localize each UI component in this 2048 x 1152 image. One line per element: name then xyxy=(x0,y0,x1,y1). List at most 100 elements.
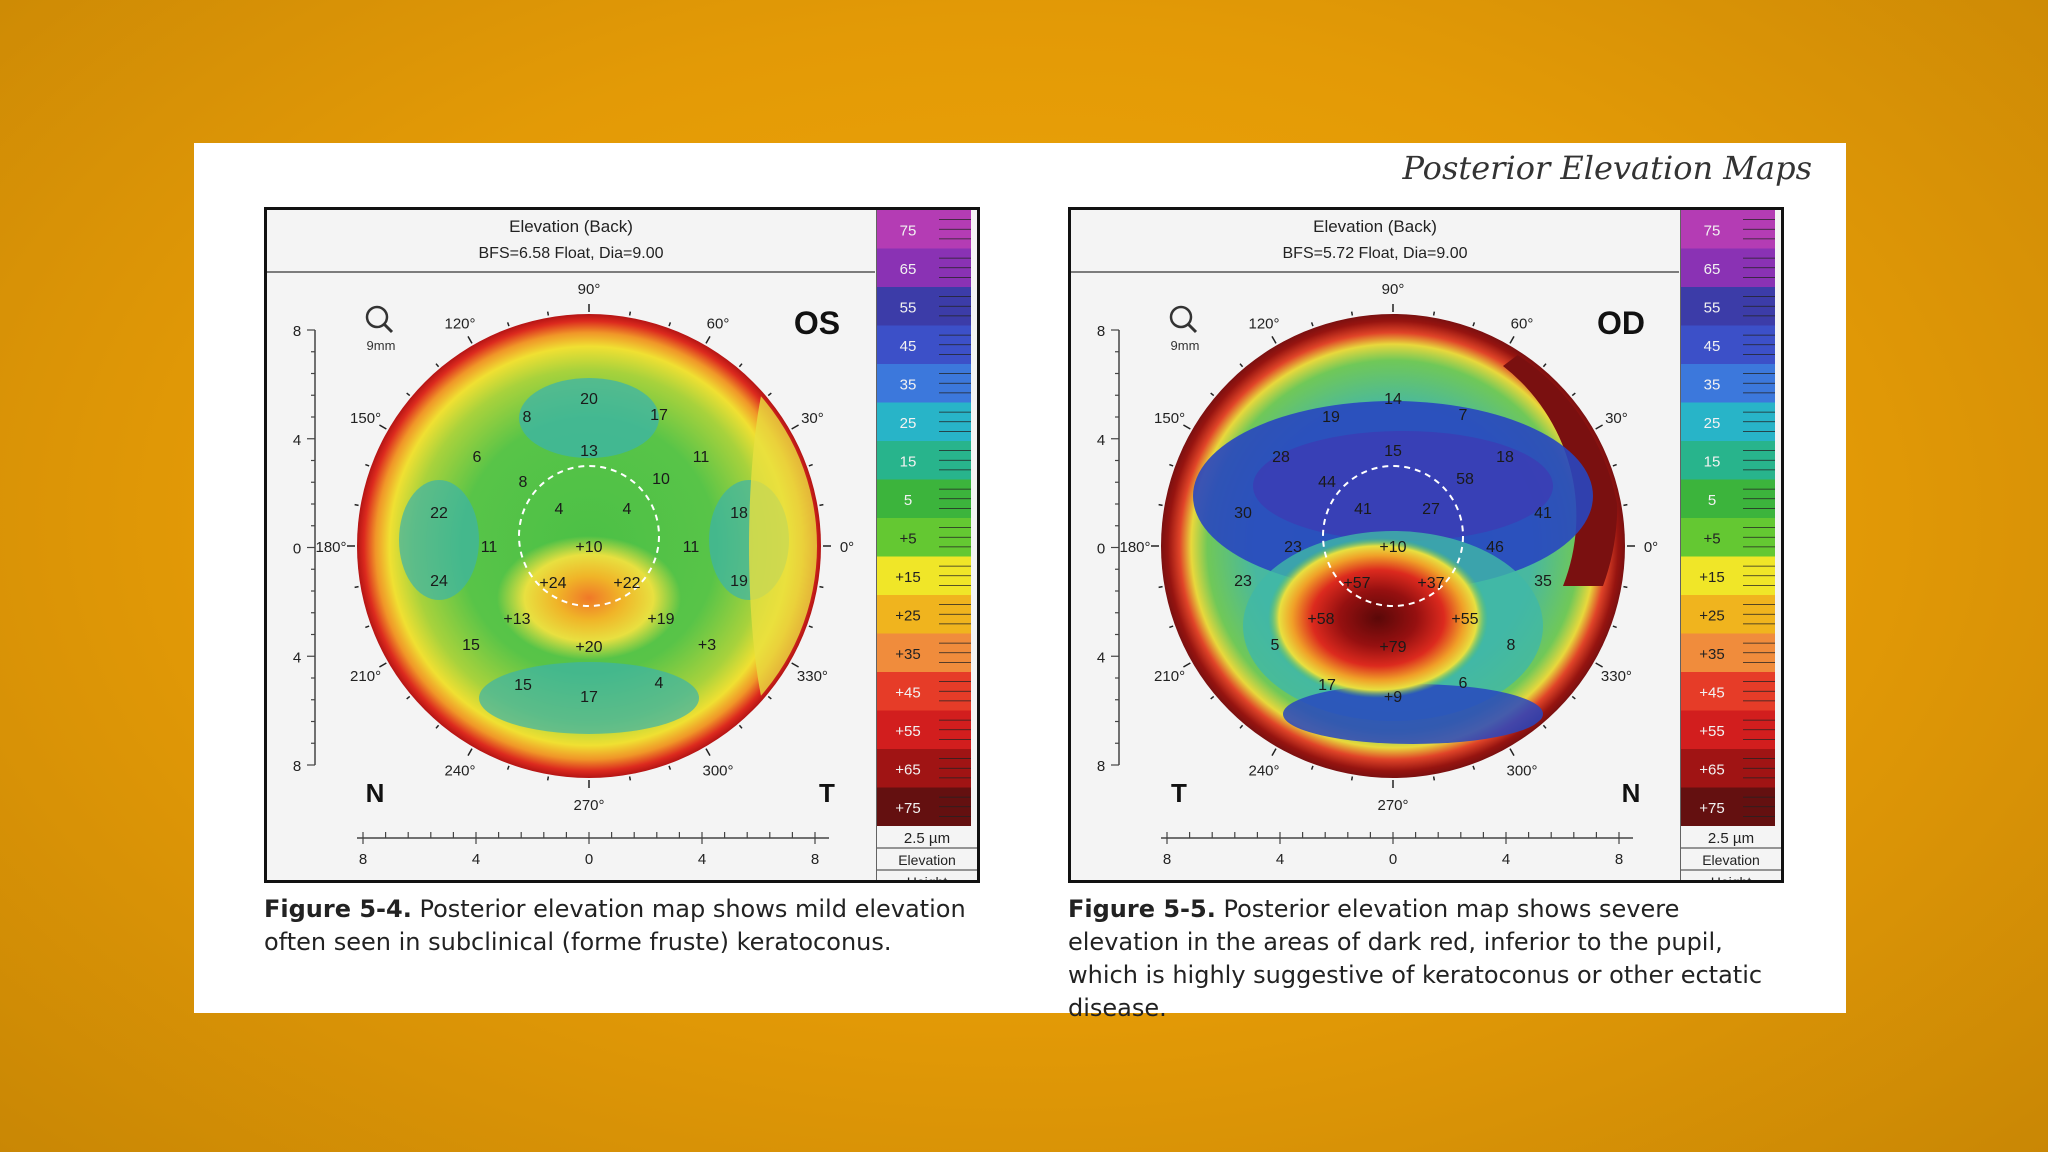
vertical-axis-label: 4 xyxy=(293,432,301,449)
vertical-axis-label: 8 xyxy=(1097,758,1105,775)
degree-tick xyxy=(365,625,370,629)
scale-swatch xyxy=(877,441,939,480)
running-head: Posterior Elevation Maps xyxy=(1402,149,1812,187)
zoom-label: 9mm xyxy=(367,338,396,353)
degree-ticks: 90° 60° 30° 0° 330° 300° 270° 240° 210° 180° 150° 1… xyxy=(315,281,854,814)
degree-tick xyxy=(1432,776,1436,781)
horizontal-axis-label: 0 xyxy=(585,851,593,868)
scale-swatch xyxy=(1681,595,1743,634)
scale-footer-label: Elevation xyxy=(898,852,956,868)
vertical-axis-label: 8 xyxy=(293,758,301,775)
degree-tick xyxy=(1571,695,1576,700)
scale-footer-label: Height xyxy=(1711,874,1752,880)
scale-swatch xyxy=(877,364,939,403)
angle-label-240: 240° xyxy=(444,762,475,779)
scale-value-label: 55 xyxy=(900,299,917,316)
degree-tick xyxy=(365,463,370,467)
bfs-readout: BFS=5.72 Float, Dia=9.00 xyxy=(1283,245,1468,262)
angle-label-180: 180° xyxy=(1119,539,1150,556)
degree-tick xyxy=(1623,585,1628,589)
scale-value-label: +65 xyxy=(1699,761,1724,778)
angle-label-150: 150° xyxy=(1154,410,1185,427)
elevation-value: 24 xyxy=(430,573,448,590)
degree-tick xyxy=(819,503,824,507)
elevation-value: 23 xyxy=(1284,539,1302,556)
scale-value-label: 65 xyxy=(900,261,917,278)
elevation-value: +58 xyxy=(1307,611,1334,628)
degree-tick xyxy=(808,625,813,629)
elevation-value: 4 xyxy=(555,501,564,518)
angle-label-270: 270° xyxy=(1377,797,1408,814)
scale-value-label: 35 xyxy=(900,376,917,393)
magnifier-lens xyxy=(1169,305,1193,329)
scale-swatch xyxy=(1681,441,1743,480)
scale-swatch xyxy=(877,518,939,557)
degree-tick xyxy=(506,322,510,327)
angle-label-120: 120° xyxy=(1248,316,1279,333)
angle-label-150: 150° xyxy=(350,410,381,427)
elevation-value: 41 xyxy=(1534,505,1552,522)
elevation-value: +9 xyxy=(1384,689,1402,706)
elevation-map xyxy=(1161,314,1625,778)
horizontal-axis-label: 4 xyxy=(698,851,706,868)
degree-tick xyxy=(1239,363,1244,368)
vertical-axis-label: 8 xyxy=(1097,323,1105,340)
horizontal-axis-label: 8 xyxy=(1615,851,1623,868)
degree-tick xyxy=(1612,625,1617,629)
degree-tick xyxy=(435,724,440,729)
magnifier-lens xyxy=(365,305,389,329)
scale-swatch xyxy=(877,595,939,634)
degree-tick xyxy=(1542,363,1547,368)
scale-value-label: 35 xyxy=(1704,376,1721,393)
elevation-value: 17 xyxy=(650,407,668,424)
elevation-value: 13 xyxy=(580,443,598,460)
scale-value-label: +35 xyxy=(895,646,920,663)
angle-label-0: 0° xyxy=(1644,539,1658,556)
elevation-value: 23 xyxy=(1234,573,1252,590)
elevation-map-graphic: Elevation (Back) BFS=6.58 Float, Dia=9.00… xyxy=(267,210,977,880)
degree-tick xyxy=(705,336,711,344)
scale-swatch xyxy=(877,749,939,788)
angle-label-90: 90° xyxy=(1382,281,1405,298)
scale-swatch xyxy=(1681,710,1743,749)
elevation-value: +22 xyxy=(613,575,640,592)
angle-label-90: 90° xyxy=(578,281,601,298)
elevation-value: 17 xyxy=(1318,677,1336,694)
angle-label-210: 210° xyxy=(350,668,381,685)
elevation-map-graphic: Elevation (Back) BFS=5.72 Float, Dia=9.00… xyxy=(1071,210,1781,880)
degree-tick xyxy=(546,776,550,781)
elevation-value: 8 xyxy=(523,409,532,426)
scale-swatch xyxy=(1681,518,1743,557)
degree-tick xyxy=(1158,585,1163,589)
degree-tick xyxy=(1623,503,1628,507)
degree-tick xyxy=(1271,748,1277,756)
orientation-left-label: N xyxy=(366,778,385,808)
scale-value-label: +5 xyxy=(899,530,916,547)
elevation-value: 15 xyxy=(514,677,532,694)
vertical-axis-label: 4 xyxy=(293,649,301,666)
horizontal-axis-label: 4 xyxy=(472,851,480,868)
degree-tick xyxy=(1169,463,1174,467)
elevation-value: 35 xyxy=(1534,573,1552,590)
elevation-value: 10 xyxy=(652,471,670,488)
degree-tick xyxy=(546,311,550,316)
scale-swatch xyxy=(1681,210,1743,249)
cool-region-left xyxy=(399,480,479,600)
elevation-value: 4 xyxy=(623,501,632,518)
degree-tick xyxy=(1571,392,1576,397)
degree-tick xyxy=(668,322,672,327)
elevation-value: 14 xyxy=(1384,391,1402,408)
scale-value-label: 55 xyxy=(1704,299,1721,316)
degree-tick xyxy=(1509,336,1515,344)
bfs-readout: BFS=6.58 Float, Dia=9.00 xyxy=(479,245,664,262)
scale-value-label: 65 xyxy=(1704,261,1721,278)
degree-tick xyxy=(354,503,359,507)
eye-label: OS xyxy=(794,305,840,341)
magnifier-icon xyxy=(1169,305,1198,334)
pupil-outline xyxy=(1322,465,1464,607)
degree-tick xyxy=(1472,322,1476,327)
elevation-value: 6 xyxy=(473,449,482,466)
degree-tick xyxy=(668,765,672,770)
degree-tick xyxy=(738,363,743,368)
elevation-value: +24 xyxy=(539,575,566,592)
